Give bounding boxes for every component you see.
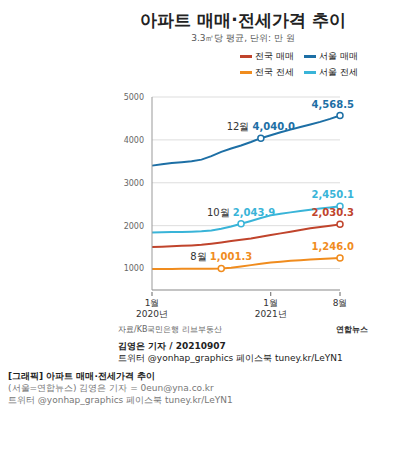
html-text:[그래픽] 아파트 매매·전세가격 추이: [그래픽] 아파트 매매·전세가격 추이 [8,371,155,381]
html-text:전국 전세: 전국 전세 [255,66,295,77]
html-text:서울 전세: 서울 전세 [319,66,358,77]
svg-text:8월: 8월 [333,298,348,308]
svg-text:2,450.1: 2,450.1 [312,189,354,200]
svg-text:2000: 2000 [124,222,144,231]
html-text:트위터 @yonhap_graphics 페이스북 tune: 트위터 @yonhap_graphics 페이스북 tuney.kr/LeYN1 [8,395,233,405]
html-text:아파트 매매·전세가격 추이: 아파트 매매·전세가격 추이 [140,10,346,30]
svg-text:4000: 4000 [124,136,144,145]
svg-text:1,246.0: 1,246.0 [312,241,354,252]
svg-text:3000: 3000 [124,179,144,188]
svg-text:1월2021년: 1월2021년 [255,298,287,319]
html-text:트위터 @yonhap_graphics 페이스북 tune: 트위터 @yonhap_graphics 페이스북 tuney.kr/LeYN1 [118,353,343,363]
html-text:자료/KB국민은행 리브부동산: 자료/KB국민은행 리브부동산 [118,325,222,334]
html-text:(서울=연합뉴스) 김영은 기자 = 0eun@yna.co: (서울=연합뉴스) 김영은 기자 = 0eun@yna.co.kr [8,383,214,393]
html-text:연합뉴스: 연합뉴스 [336,325,368,334]
svg-text:2,030.3: 2,030.3 [312,207,354,218]
html-text:3.3㎡당 평균, 단위: 만 원: 3.3㎡당 평균, 단위: 만 원 [191,33,295,43]
svg-text:5000: 5000 [124,93,144,102]
svg-text:12월 4,040.0: 12월 4,040.0 [227,121,295,132]
svg-text:10월 2,043.9: 10월 2,043.9 [207,207,275,218]
svg-text:1월2020년: 1월2020년 [136,298,168,319]
html-text:전국 매매: 전국 매매 [255,50,295,61]
html-text:김영은 기자 / 20210907: 김영은 기자 / 20210907 [118,341,226,351]
svg-text:4,568.5: 4,568.5 [312,99,354,110]
svg-text:1000: 1000 [124,264,144,273]
svg-text:8월 1,001.3: 8월 1,001.3 [190,251,252,262]
html-text:서울 매매: 서울 매매 [319,50,358,61]
